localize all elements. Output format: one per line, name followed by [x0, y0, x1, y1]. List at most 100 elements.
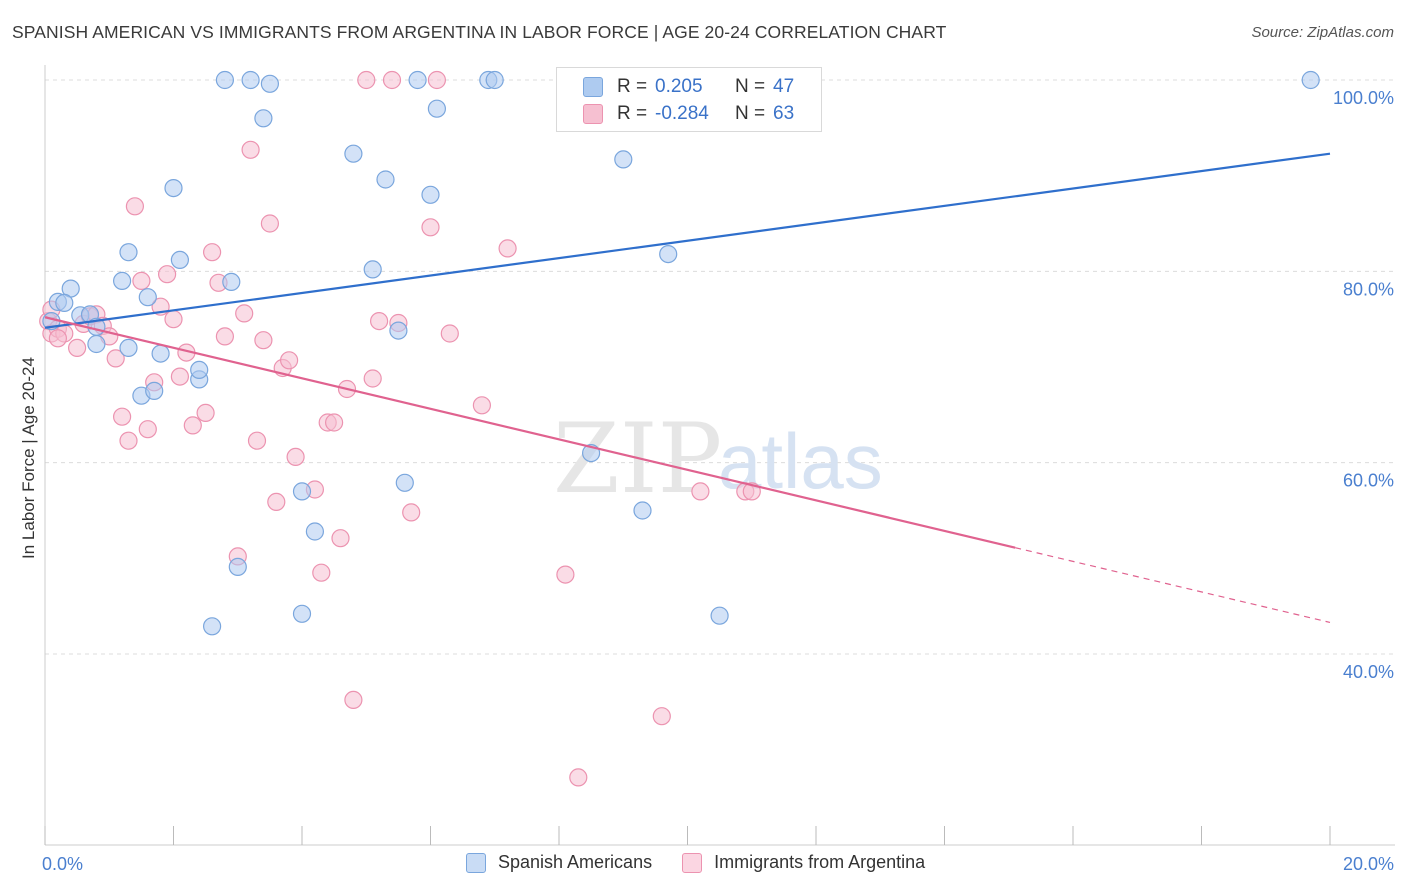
y-tick-label: 40.0% [1343, 662, 1394, 682]
chart-title: SPANISH AMERICAN VS IMMIGRANTS FROM ARGE… [12, 22, 947, 42]
data-point [241, 70, 260, 90]
data-point [1301, 70, 1320, 90]
data-point [280, 351, 299, 370]
data-point [633, 501, 652, 520]
data-point [215, 70, 234, 90]
data-point [170, 250, 189, 269]
data-point [292, 482, 312, 501]
watermark: ZIP atlas [553, 403, 883, 515]
series-legend: Spanish Americans Immigrants from Argent… [466, 852, 955, 873]
data-point [408, 70, 427, 90]
legend-n-label: N = [735, 76, 766, 97]
data-point [254, 331, 273, 350]
data-point [421, 185, 440, 204]
data-point [119, 243, 138, 262]
data-point [48, 329, 68, 348]
data-point [569, 768, 588, 787]
data-point [395, 473, 414, 492]
data-point [331, 529, 350, 548]
x-tick-label: 20.0% [1343, 854, 1394, 874]
data-point [440, 324, 459, 343]
data-point [67, 338, 87, 357]
data-point [382, 70, 402, 90]
legend-label: Immigrants from Argentina [714, 852, 926, 872]
data-point [215, 327, 234, 346]
data-point [203, 243, 222, 262]
data-point [344, 690, 363, 710]
trend-line-extension [1015, 547, 1331, 624]
y-axis-title: In Labor Force | Age 20-24 [19, 357, 38, 559]
legend-n-label: N = [735, 103, 766, 124]
data-point [472, 396, 491, 415]
y-tick-label: 100.0% [1333, 88, 1394, 108]
x-tick-label: 0.0% [42, 854, 83, 874]
data-point [222, 272, 241, 291]
data-point [106, 349, 125, 368]
data-point [363, 369, 382, 388]
data-point [498, 239, 517, 258]
data-point [247, 431, 267, 450]
data-point [292, 604, 312, 623]
legend-item-spanish-americans[interactable]: Spanish Americans [466, 852, 652, 873]
data-point [652, 707, 671, 726]
data-point [312, 563, 331, 582]
data-point [145, 381, 164, 400]
legend-r-label: R = [617, 103, 648, 124]
legend-swatch-blue [583, 77, 603, 97]
data-point [196, 403, 215, 422]
legend-label: Spanish Americans [498, 852, 653, 872]
legend-r-label: R = [617, 76, 648, 97]
legend-r-value: 0.205 [655, 76, 703, 97]
legend-row-argentina: R = -0.284 N = 63 [583, 101, 853, 127]
data-point [363, 260, 382, 279]
legend-swatch-pink [583, 104, 603, 124]
data-point [427, 99, 446, 118]
data-point [691, 482, 710, 501]
data-point [138, 420, 157, 439]
legend-n-value: 47 [773, 76, 795, 97]
data-point [710, 606, 729, 625]
grid-lines [45, 79, 1395, 655]
data-point [402, 503, 421, 522]
data-point [119, 431, 138, 450]
data-point [260, 74, 279, 93]
data-point [260, 214, 279, 233]
data-point [614, 150, 633, 169]
data-point [151, 344, 170, 363]
data-point [55, 293, 74, 312]
data-point [87, 334, 106, 354]
data-point [125, 197, 144, 216]
data-point [164, 179, 183, 198]
data-point [183, 416, 202, 435]
data-point [228, 557, 247, 577]
data-point [485, 70, 504, 90]
data-point [132, 271, 151, 290]
correlation-legend: R = 0.205 N = 47 R = -0.284 N = 63 [556, 67, 822, 132]
data-point [376, 170, 395, 189]
legend-n-value: 63 [773, 103, 795, 124]
data-point [190, 360, 209, 379]
tick-labels: 40.0% 60.0% 80.0% 100.0% 0.0% 20.0% [42, 88, 1394, 874]
data-point [556, 565, 575, 584]
data-point [112, 271, 132, 290]
axes [44, 65, 1395, 846]
data-point [659, 245, 678, 264]
legend-item-immigrants-from-argentina[interactable]: Immigrants from Argentina [682, 852, 925, 873]
series-immigrants-from-argentina [39, 70, 761, 787]
data-point [325, 413, 344, 432]
data-point [170, 367, 189, 386]
trend-lines [44, 152, 1331, 624]
data-point [286, 447, 305, 466]
data-point [138, 288, 157, 307]
data-point [427, 70, 446, 90]
data-point [254, 109, 273, 128]
data-point [241, 140, 260, 159]
data-point [357, 70, 376, 90]
data-point [370, 312, 389, 331]
data-point [421, 218, 440, 237]
data-point [344, 144, 363, 163]
data-point [235, 304, 254, 323]
source-credit: Source: ZipAtlas.com [1251, 24, 1394, 41]
data-point [112, 407, 132, 426]
